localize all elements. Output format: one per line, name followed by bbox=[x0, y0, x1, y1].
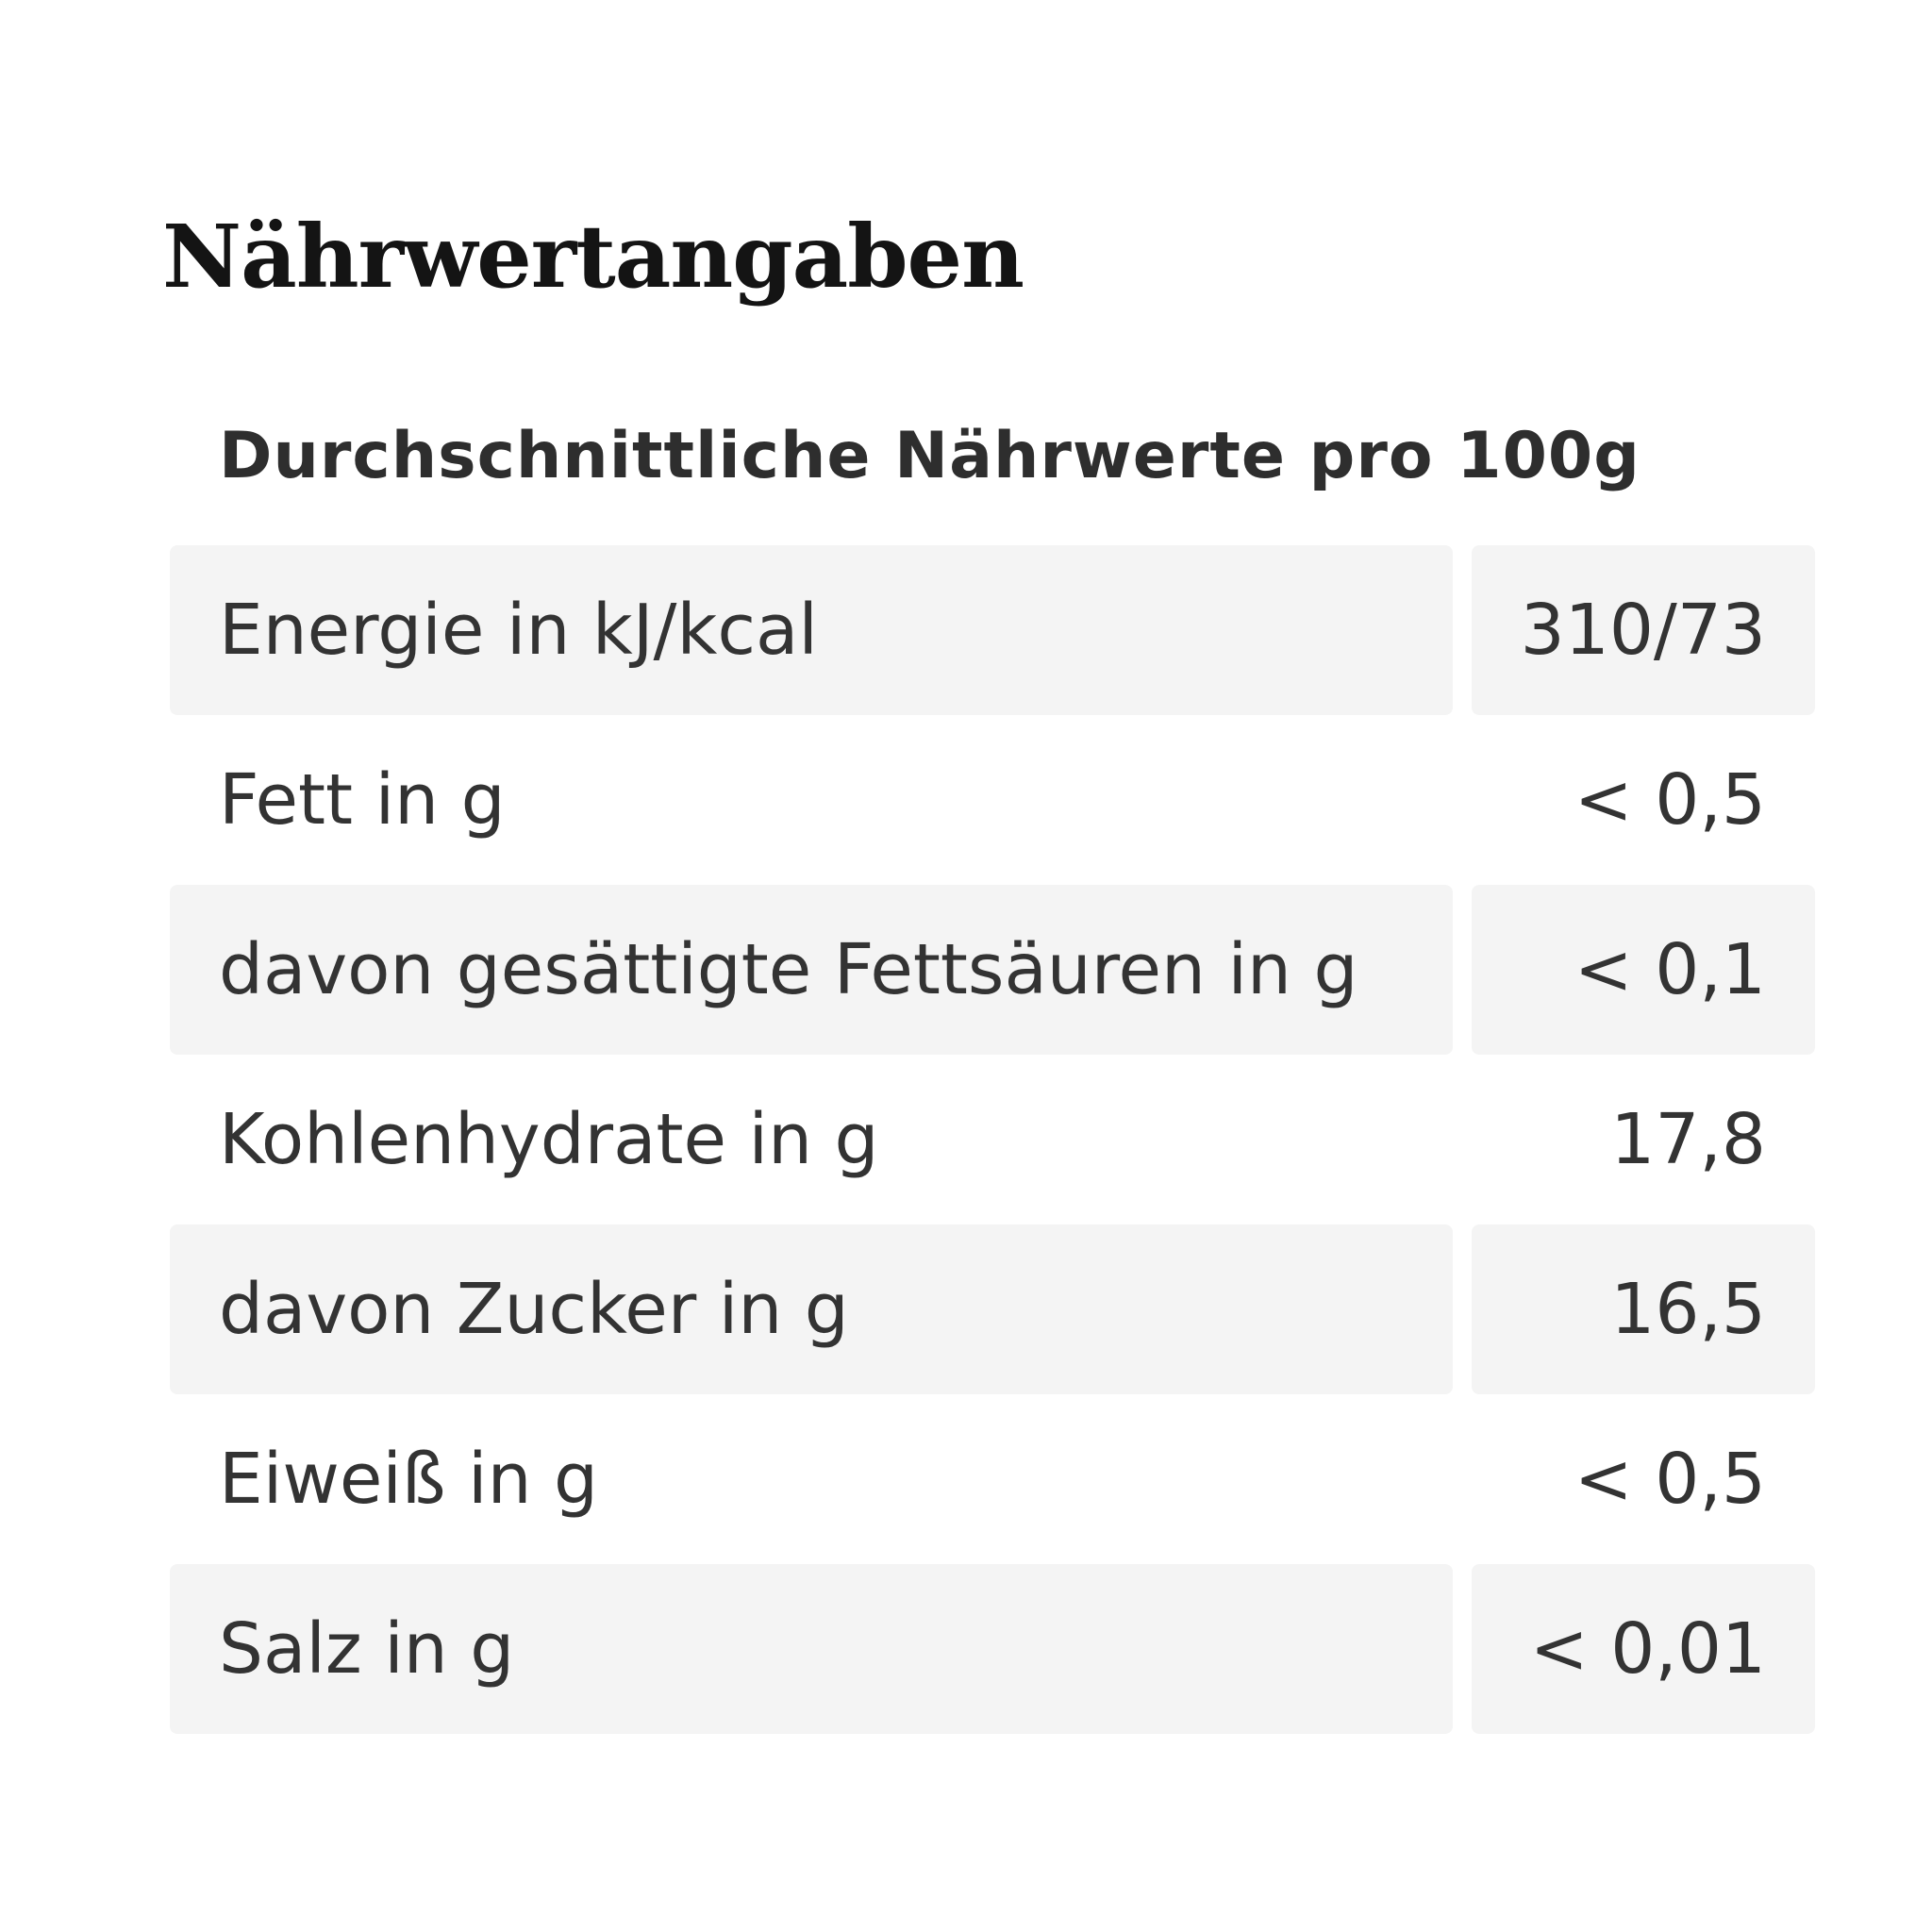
nutrition-table: Energie in kJ/kcal 310/73 Fett in g < 0,… bbox=[170, 545, 1815, 1734]
row-value: 17,8 bbox=[1610, 1099, 1766, 1180]
row-value: < 0,01 bbox=[1472, 1564, 1815, 1734]
row-label: Eiweiß in g bbox=[219, 1439, 599, 1520]
table-caption: Durchschnittliche Nährwerte pro 100g bbox=[219, 419, 1641, 493]
row-label: davon gesättigte Fettsäuren in g bbox=[170, 885, 1453, 1055]
table-row-fat: Fett in g < 0,5 bbox=[170, 715, 1815, 885]
row-value: < 0,5 bbox=[1574, 1439, 1766, 1520]
row-label: Fett in g bbox=[219, 759, 506, 841]
row-label: Energie in kJ/kcal bbox=[170, 545, 1453, 715]
page-title: Nährwertangaben bbox=[162, 206, 1024, 308]
row-value: < 0,1 bbox=[1472, 885, 1815, 1055]
row-value: 310/73 bbox=[1472, 545, 1815, 715]
row-value: < 0,5 bbox=[1574, 759, 1766, 841]
table-row-salt: Salz in g < 0,01 bbox=[170, 1564, 1815, 1734]
table-row-saturated-fat: davon gesättigte Fettsäuren in g < 0,1 bbox=[170, 885, 1815, 1055]
table-row-carbohydrates: Kohlenhydrate in g 17,8 bbox=[170, 1055, 1815, 1224]
row-label: davon Zucker in g bbox=[170, 1224, 1453, 1394]
table-row-energy: Energie in kJ/kcal 310/73 bbox=[170, 545, 1815, 715]
row-value: 16,5 bbox=[1472, 1224, 1815, 1394]
row-label: Kohlenhydrate in g bbox=[219, 1099, 879, 1180]
table-row-sugar: davon Zucker in g 16,5 bbox=[170, 1224, 1815, 1394]
table-row-protein: Eiweiß in g < 0,5 bbox=[170, 1394, 1815, 1564]
row-label: Salz in g bbox=[170, 1564, 1453, 1734]
